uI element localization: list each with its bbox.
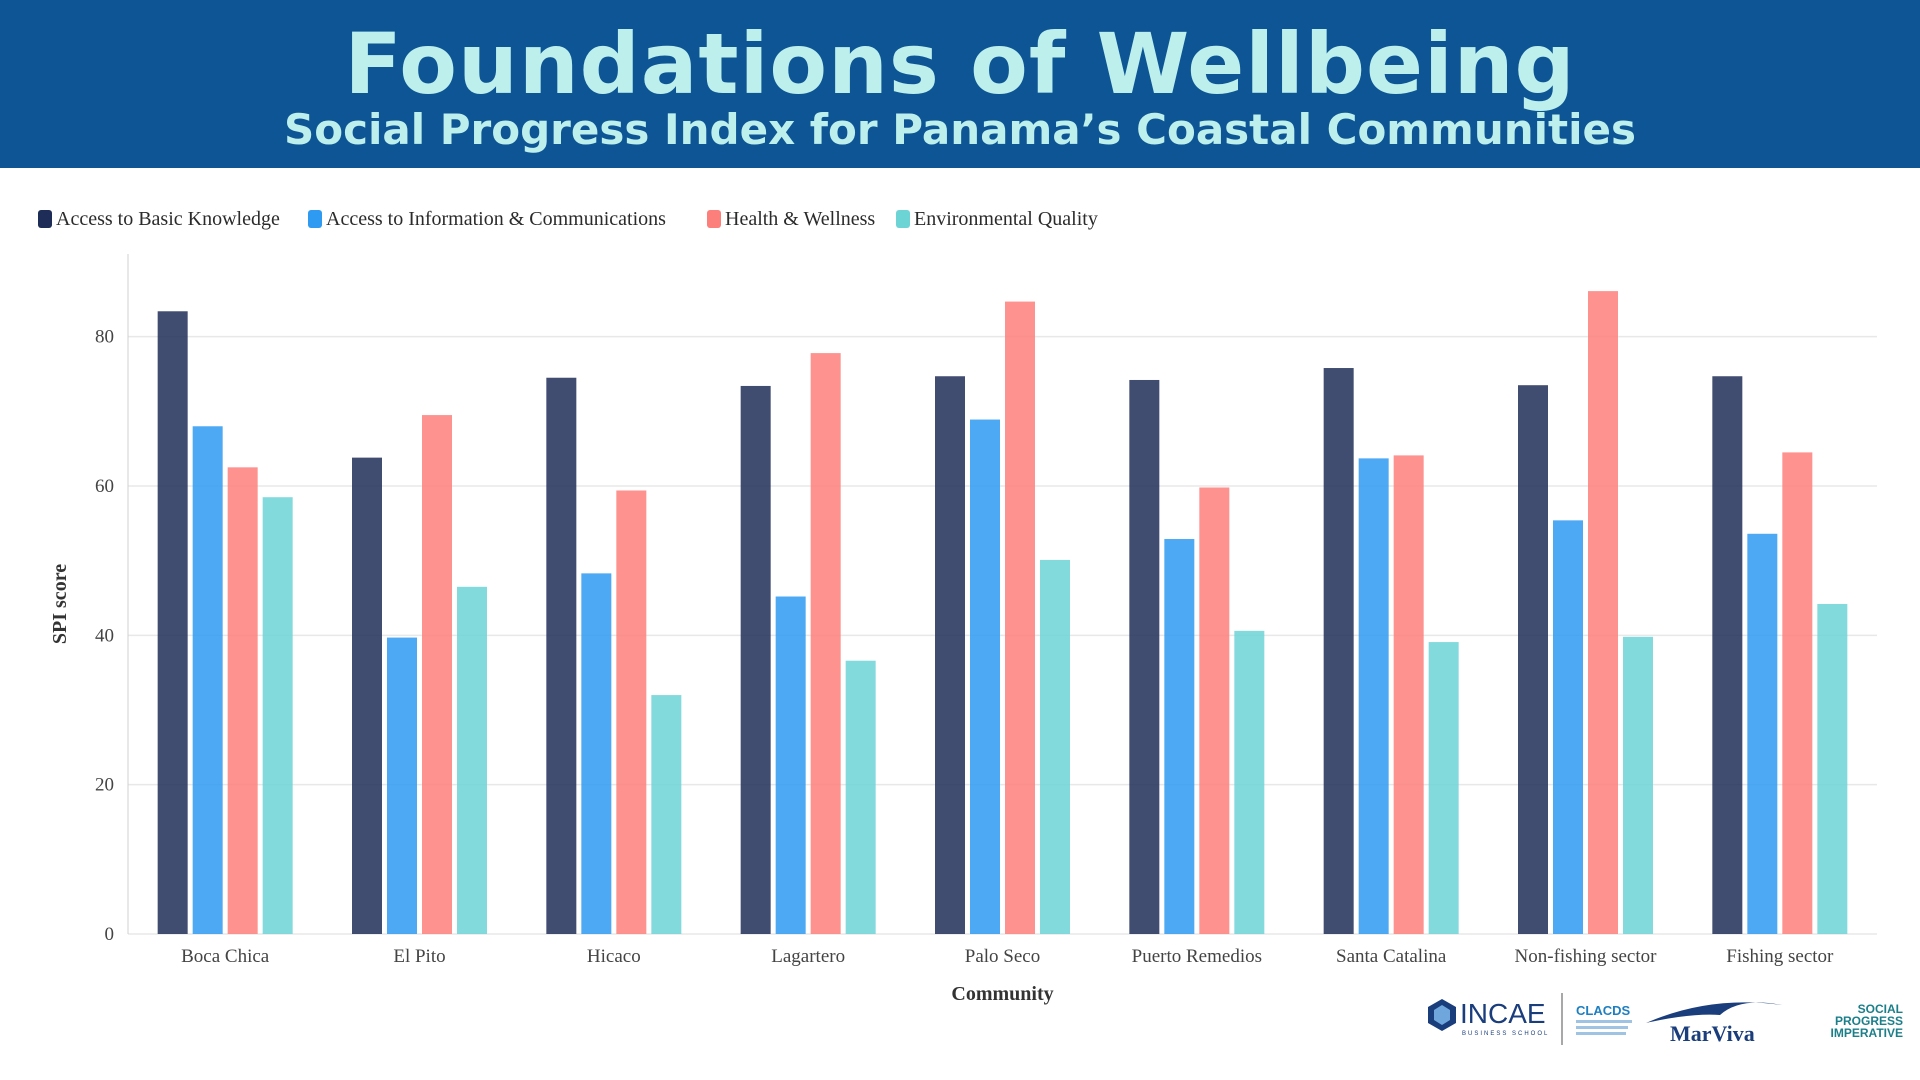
bar[interactable] <box>1553 520 1583 934</box>
partner-logos: INCAE BUSINESS SCHOOL CLACDS MarViva SOC… <box>1428 993 1903 1045</box>
legend-label: Access to Basic Knowledge <box>56 207 280 230</box>
x-tick-label: Fishing sector <box>1726 946 1834 967</box>
y-tick-label: 0 <box>105 924 115 945</box>
x-tick-label: Santa Catalina <box>1336 946 1447 967</box>
bar[interactable] <box>546 377 577 934</box>
clacds-logo: CLACDS <box>1576 1003 1632 1035</box>
x-tick-label: Lagartero <box>771 946 845 967</box>
clacds-wordmark: CLACDS <box>1576 1003 1630 1018</box>
legend-swatch <box>38 210 52 228</box>
legend-label: Access to Information & Communications <box>326 207 666 230</box>
marviva-wordmark: MarViva <box>1670 1021 1755 1045</box>
bar[interactable] <box>457 586 487 934</box>
incae-logo: INCAE BUSINESS SCHOOL <box>1428 998 1549 1037</box>
bar[interactable] <box>1358 458 1389 934</box>
x-tick-label: Non-fishing sector <box>1515 946 1658 967</box>
page-subtitle: Social Progress Index for Panama’s Coast… <box>284 105 1636 154</box>
clacds-subtext-line <box>1576 1026 1628 1029</box>
bars <box>157 291 1848 935</box>
legend-label: Health & Wellness <box>725 207 876 230</box>
bar[interactable] <box>1588 291 1618 934</box>
legend-item-environmental-quality[interactable]: Environmental Quality <box>896 206 1098 232</box>
bar[interactable] <box>387 637 417 934</box>
marviva-logo: MarViva <box>1646 1002 1782 1045</box>
bar[interactable] <box>1428 642 1459 934</box>
x-tick-label: Boca Chica <box>181 946 270 967</box>
social-progress-imperative-logo: SOCIAL PROGRESS IMPERATIVE <box>1831 1002 1903 1040</box>
bar[interactable] <box>1129 379 1160 934</box>
bar-chart: 0 20 40 60 80 Boca Chica El Pito Hicaco Lagarte… <box>49 254 1877 1005</box>
bar[interactable] <box>651 695 682 934</box>
bar[interactable] <box>422 415 452 934</box>
incae-subtext: BUSINESS SCHOOL <box>1462 1031 1549 1037</box>
legend-swatch <box>896 210 910 228</box>
clacds-subtext-line <box>1576 1032 1626 1035</box>
y-tick-label: 80 <box>95 327 114 348</box>
bar[interactable] <box>1323 368 1354 934</box>
y-axis-title: SPI score <box>49 564 71 644</box>
bar[interactable] <box>581 573 612 934</box>
header-banner: Foundations of Wellbeing Social Progress… <box>0 0 1920 168</box>
x-tick-label: Hicaco <box>587 946 641 967</box>
bar[interactable] <box>935 376 965 934</box>
legend-swatch <box>707 210 721 228</box>
x-tick-labels: Boca Chica El Pito Hicaco Lagartero Palo Sec… <box>181 946 1834 967</box>
incae-inner-hexagon <box>1434 1005 1450 1025</box>
bar[interactable] <box>262 497 293 934</box>
spi-logo-line3: IMPERATIVE <box>1831 1026 1903 1040</box>
bar[interactable] <box>1782 452 1813 934</box>
legend-item-basic-knowledge[interactable]: Access to Basic Knowledge <box>38 206 280 232</box>
bar[interactable] <box>775 596 806 934</box>
bar[interactable] <box>616 490 647 934</box>
legend-swatch <box>308 210 322 228</box>
spi-logo-line2: PROGRESS <box>1835 1014 1903 1028</box>
incae-wordmark: INCAE <box>1460 998 1546 1029</box>
bar[interactable] <box>1623 636 1653 934</box>
bar[interactable] <box>352 457 382 934</box>
bar[interactable] <box>157 311 188 934</box>
bar[interactable] <box>1817 603 1848 934</box>
bar[interactable] <box>1234 630 1265 934</box>
y-tick-label: 20 <box>95 775 114 796</box>
x-tick-label: Puerto Remedios <box>1132 946 1262 967</box>
x-tick-label: Palo Seco <box>965 946 1040 967</box>
bar[interactable] <box>1005 301 1035 934</box>
bar[interactable] <box>1747 533 1778 934</box>
page-title: Foundations of Wellbeing <box>344 15 1576 113</box>
bar[interactable] <box>227 467 258 934</box>
legend-item-info-communications[interactable]: Access to Information & Communications <box>308 206 666 232</box>
bar[interactable] <box>1393 455 1424 934</box>
marviva-wave-icon <box>1646 1002 1782 1023</box>
spi-logo-line1: SOCIAL <box>1858 1002 1903 1016</box>
x-axis-title: Community <box>951 983 1053 1005</box>
y-tick-labels: 0 20 40 60 80 <box>95 327 114 945</box>
bar[interactable] <box>1518 385 1548 934</box>
bar[interactable] <box>970 419 1000 935</box>
bar[interactable] <box>1199 487 1230 934</box>
y-tick-label: 60 <box>95 476 114 497</box>
bar[interactable] <box>845 660 876 934</box>
bar[interactable] <box>810 353 841 934</box>
clacds-subtext-line <box>1576 1020 1632 1023</box>
bar[interactable] <box>1712 376 1743 934</box>
legend-label: Environmental Quality <box>914 207 1098 230</box>
legend-item-health-wellness[interactable]: Health & Wellness <box>707 206 875 232</box>
y-tick-label: 40 <box>95 625 114 646</box>
bar[interactable] <box>1040 559 1070 934</box>
gridlines <box>128 335 1877 935</box>
bar[interactable] <box>192 426 223 934</box>
x-tick-label: El Pito <box>393 946 445 967</box>
bar[interactable] <box>740 385 771 934</box>
bar[interactable] <box>1164 539 1195 934</box>
